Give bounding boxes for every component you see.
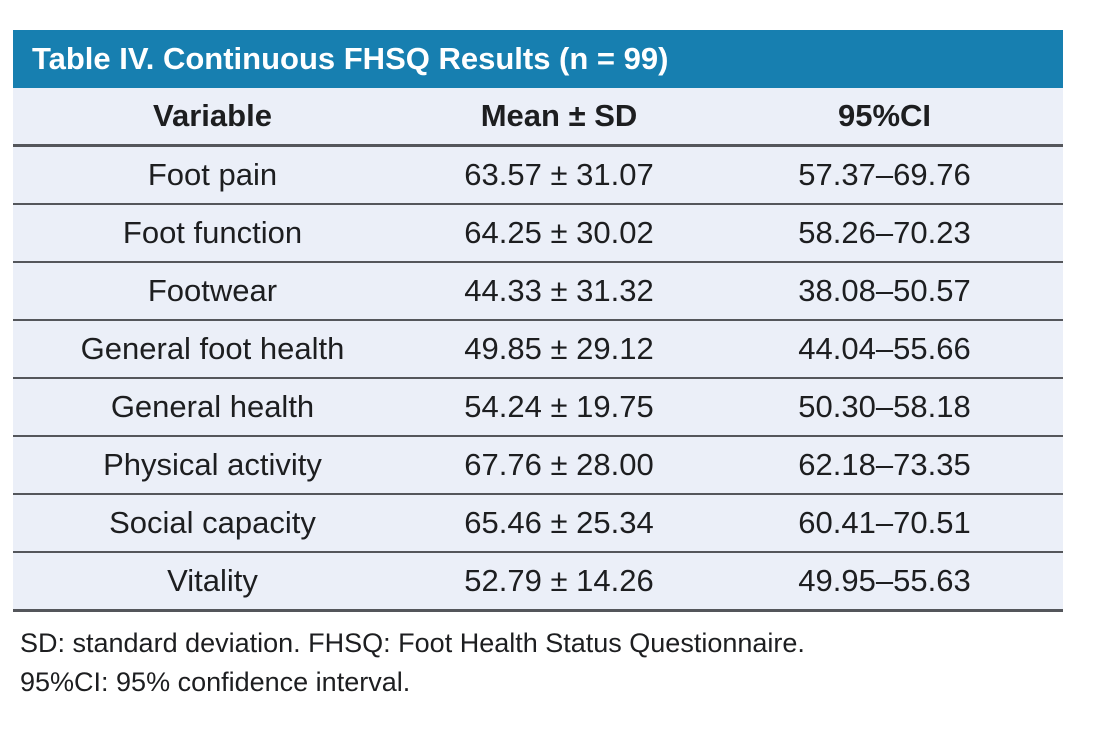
variable-cell: Vitality — [13, 552, 412, 611]
fhsq-results-table-figure: Table IV. Continuous FHSQ Results (n = 9… — [13, 30, 1063, 702]
ci-cell: 57.37–69.76 — [706, 145, 1063, 204]
variable-cell: General foot health — [13, 320, 412, 378]
table-row: General foot health 49.85 ± 29.12 44.04–55… — [13, 320, 1063, 378]
column-header-mean-sd: Mean ± SD — [412, 88, 706, 146]
table-row: Foot function 64.25 ± 30.02 58.26–70.23 — [13, 204, 1063, 262]
footnote-ci-definition: 95%CI: 95% confidence interval. — [20, 667, 411, 697]
mean-sd-cell: 65.46 ± 25.34 — [412, 494, 706, 552]
table-title: Table IV. Continuous FHSQ Results (n = 9… — [32, 41, 669, 76]
table-body: Foot pain 63.57 ± 31.07 57.37–69.76 Foot fu… — [13, 145, 1063, 611]
ci-cell: 60.41–70.51 — [706, 494, 1063, 552]
variable-cell: Footwear — [13, 262, 412, 320]
variable-cell: Physical activity — [13, 436, 412, 494]
fhsq-table: Variable Mean ± SD 95%CI Foot pain 63.57 … — [13, 88, 1063, 612]
table-row: Physical activity 67.76 ± 28.00 62.18–73.3… — [13, 436, 1063, 494]
table-row: Social capacity 65.46 ± 25.34 60.41–70.51 — [13, 494, 1063, 552]
mean-sd-cell: 64.25 ± 30.02 — [412, 204, 706, 262]
footnote-abbreviations: SD: standard deviation. FHSQ: Foot Healt… — [20, 628, 805, 658]
mean-sd-cell: 67.76 ± 28.00 — [412, 436, 706, 494]
mean-sd-cell: 54.24 ± 19.75 — [412, 378, 706, 436]
column-header-variable: Variable — [13, 88, 412, 146]
ci-cell: 58.26–70.23 — [706, 204, 1063, 262]
table-title-bar: Table IV. Continuous FHSQ Results (n = 9… — [13, 30, 1063, 88]
mean-sd-cell: 63.57 ± 31.07 — [412, 145, 706, 204]
table-row: General health 54.24 ± 19.75 50.30–58.18 — [13, 378, 1063, 436]
variable-cell: Foot function — [13, 204, 412, 262]
ci-cell: 44.04–55.66 — [706, 320, 1063, 378]
variable-cell: Social capacity — [13, 494, 412, 552]
column-header-95ci: 95%CI — [706, 88, 1063, 146]
table-footnotes: SD: standard deviation. FHSQ: Foot Healt… — [13, 624, 1063, 702]
ci-cell: 62.18–73.35 — [706, 436, 1063, 494]
mean-sd-cell: 44.33 ± 31.32 — [412, 262, 706, 320]
ci-cell: 38.08–50.57 — [706, 262, 1063, 320]
table-header-row: Variable Mean ± SD 95%CI — [13, 88, 1063, 146]
variable-cell: General health — [13, 378, 412, 436]
ci-cell: 49.95–55.63 — [706, 552, 1063, 611]
table-row: Foot pain 63.57 ± 31.07 57.37–69.76 — [13, 145, 1063, 204]
mean-sd-cell: 49.85 ± 29.12 — [412, 320, 706, 378]
mean-sd-cell: 52.79 ± 14.26 — [412, 552, 706, 611]
table-row: Vitality 52.79 ± 14.26 49.95–55.63 — [13, 552, 1063, 611]
table-row: Footwear 44.33 ± 31.32 38.08–50.57 — [13, 262, 1063, 320]
variable-cell: Foot pain — [13, 145, 412, 204]
ci-cell: 50.30–58.18 — [706, 378, 1063, 436]
